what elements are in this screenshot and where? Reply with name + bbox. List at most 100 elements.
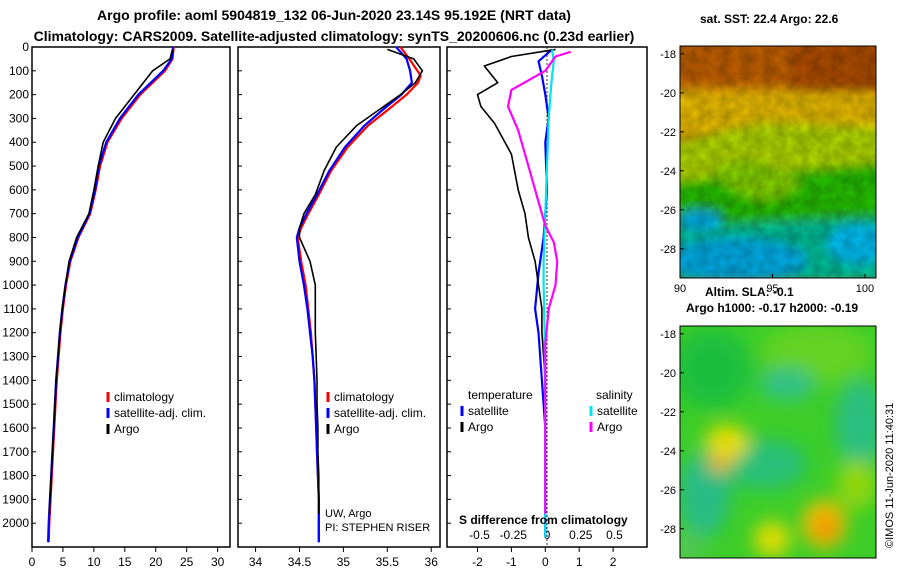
depth-tick-label: 1200 bbox=[2, 326, 29, 340]
lat-tick-label: -22 bbox=[660, 127, 676, 139]
x-tick-label: 2 bbox=[610, 555, 617, 569]
x-tick-label: 25 bbox=[180, 555, 194, 569]
series-satellite-adj-clim- bbox=[295, 46, 413, 543]
lat-tick-label: -22 bbox=[660, 407, 676, 419]
depth-tick-label: 1600 bbox=[2, 421, 29, 435]
depth-tick-label: 300 bbox=[9, 111, 29, 125]
legend-header-salinity: salinity bbox=[596, 388, 633, 402]
title-line-2: Climatology: CARS2009. Satellite-adjuste… bbox=[33, 28, 635, 44]
x-tick-label: 10 bbox=[87, 555, 101, 569]
sla-map-title-2: Argo h1000: -0.17 h2000: -0.19 bbox=[686, 301, 859, 315]
legend-label-argo: Argo bbox=[334, 422, 360, 436]
credit-line-1: UW, Argo bbox=[325, 508, 371, 520]
legend-label-s-satellite: satellite bbox=[597, 404, 638, 418]
lon-tick-label: 95 bbox=[766, 283, 778, 292]
sst-field bbox=[680, 46, 876, 278]
legend-label-climatology: climatology bbox=[114, 390, 174, 404]
x-tick-label: -2 bbox=[472, 555, 483, 569]
series-argo bbox=[298, 48, 424, 514]
lat-tick-label: -24 bbox=[660, 446, 676, 458]
sst-map: -18 -20 -22 -24 -26 -28 90 95 100 bbox=[660, 45, 877, 292]
salinity-panel-frame bbox=[237, 46, 441, 548]
x-tick-label: 5 bbox=[60, 555, 67, 569]
legend-label-t-satellite: satellite bbox=[468, 404, 509, 418]
depth-tick-label: 0 bbox=[22, 40, 29, 54]
depth-tick-label: 900 bbox=[9, 254, 29, 268]
sla-latitude-axis: -18 -20 -22 -24 -26 -28 bbox=[660, 329, 684, 536]
sla-map: -18 -20 -22 -24 -26 -28 bbox=[660, 325, 877, 559]
x-tick-label: 15 bbox=[118, 555, 132, 569]
legend-label-s-argo: Argo bbox=[597, 420, 623, 434]
lat-tick-label: -26 bbox=[660, 205, 676, 217]
x-tick-label: 0 bbox=[29, 555, 36, 569]
temperature-axis: 0 5 10 15 20 25 30 bbox=[29, 547, 225, 569]
legend-label-argo: Argo bbox=[114, 422, 140, 436]
depth-tick-label: 100 bbox=[9, 64, 29, 78]
depth-tick-label: 1700 bbox=[2, 445, 29, 459]
lat-tick-label: -26 bbox=[660, 485, 676, 497]
lat-tick-label: -28 bbox=[660, 524, 676, 536]
series-argo bbox=[48, 49, 174, 514]
temperature-legend: climatology satellite-adj. clim. Argo bbox=[106, 390, 206, 436]
depth-tick-label: 1400 bbox=[2, 373, 29, 387]
lon-tick-label: 90 bbox=[674, 283, 686, 292]
salinity-series bbox=[295, 46, 424, 543]
x-tick-label: 0 bbox=[542, 555, 549, 569]
difference-series bbox=[476, 48, 572, 538]
depth-tick-label: 200 bbox=[9, 88, 29, 102]
salinity-panel: 34 34.5 35 35.5 36 climatology satellite-adj… bbox=[237, 46, 441, 569]
difference-legend: temperature salinity satellite Argo sate… bbox=[460, 388, 638, 434]
lat-tick-label: -18 bbox=[660, 329, 676, 341]
sst-map-title: sat. SST: 22.4 Argo: 22.6 bbox=[700, 12, 839, 26]
temperature-panel: 0100200300400500600700800900100011001200… bbox=[2, 40, 231, 569]
lat-tick-label: -28 bbox=[660, 244, 676, 256]
sst-longitude-axis: 90 95 100 bbox=[674, 274, 874, 292]
depth-tick-label: 700 bbox=[9, 207, 29, 221]
x-tick-label: 35 bbox=[337, 555, 351, 569]
legend-header-temperature: temperature bbox=[468, 388, 533, 402]
x-tick-label: 36 bbox=[425, 555, 439, 569]
x-tick-label: 34.5 bbox=[288, 555, 312, 569]
lat-tick-label: -20 bbox=[660, 88, 676, 100]
series-climatology bbox=[296, 46, 422, 543]
s-tick-label: 0.25 bbox=[569, 528, 593, 542]
depth-tick-label: 400 bbox=[9, 135, 29, 149]
x-tick-label: 34 bbox=[249, 555, 263, 569]
credit-line-2: PI: STEPHEN RISER bbox=[325, 522, 430, 534]
depth-tick-label: 500 bbox=[9, 159, 29, 173]
depth-tick-label: 1300 bbox=[2, 350, 29, 364]
depth-tick-label: 1800 bbox=[2, 469, 29, 483]
profile-charts: 0100200300400500600700800900100011001200… bbox=[2, 40, 648, 569]
sst-map-frame bbox=[679, 45, 877, 279]
s-tick-label: -0.5 bbox=[469, 528, 490, 542]
depth-axis: 0 100 200 300 400 500 600 700 800 900 1000 1100 1200… bbox=[2, 40, 29, 530]
x-tick-label: 35.5 bbox=[376, 555, 400, 569]
lat-tick-label: -24 bbox=[660, 166, 676, 178]
temperature-difference-axis: -2 -1 0 1 2 bbox=[472, 547, 617, 569]
s-tick-label: 0.5 bbox=[606, 528, 623, 542]
sla-map-frame bbox=[679, 325, 877, 559]
series-s-argo bbox=[506, 50, 572, 514]
legend-label-t-argo: Argo bbox=[468, 420, 494, 434]
legend-label-satellite: satellite-adj. clim. bbox=[114, 406, 206, 420]
temperature-panel-frame bbox=[31, 46, 231, 548]
depth-tick-label: 600 bbox=[9, 183, 29, 197]
depth-tick-label: 1900 bbox=[2, 492, 29, 506]
lat-tick-label: -20 bbox=[660, 368, 676, 380]
depth-tick-label: 800 bbox=[9, 230, 29, 244]
x-tick-label: 1 bbox=[576, 555, 583, 569]
x-tick-label: -1 bbox=[506, 555, 517, 569]
legend-label-climatology: climatology bbox=[334, 390, 394, 404]
x-tick-label: 20 bbox=[149, 555, 163, 569]
depth-tick-label: 2000 bbox=[2, 516, 29, 530]
salinity-legend: climatology satellite-adj. clim. Argo bbox=[326, 390, 426, 436]
s-tick-label: -0.25 bbox=[500, 528, 528, 542]
sla-map-title-1: Altim. SLA: -0.1 bbox=[705, 285, 794, 299]
imos-watermark: ©IMOS 11-Jun-2020 11:40:31 bbox=[884, 402, 896, 548]
sst-latitude-axis: -18 -20 -22 -24 -26 -28 bbox=[660, 49, 684, 256]
legend-label-satellite: satellite-adj. clim. bbox=[334, 406, 426, 420]
temperature-series bbox=[47, 46, 175, 543]
depth-tick-label: 1000 bbox=[2, 278, 29, 292]
lon-tick-label: 100 bbox=[856, 283, 874, 292]
